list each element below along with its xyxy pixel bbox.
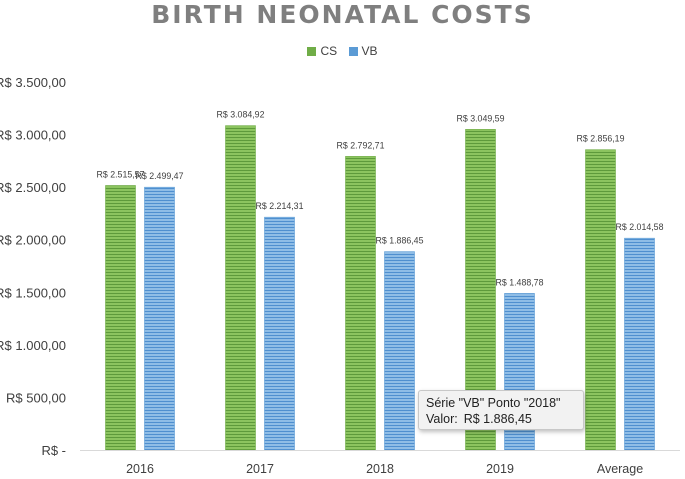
tooltip-value-row: Valor: R$ 1.886,45 [426, 411, 583, 427]
legend-item-vb[interactable]: VB [348, 44, 378, 58]
y-tick-label: R$ 500,00 [6, 390, 66, 405]
tooltip-value: R$ 1.886,45 [463, 412, 532, 426]
data-label: R$ 3.084,92 [217, 110, 265, 120]
bars: R$ 2.515,57R$ 2.499,47 R$ 3.084,92 R$ 2.21… [97, 110, 664, 451]
y-tick-label: R$ 3.000,00 [0, 128, 66, 143]
chart-legend: CS VB [0, 44, 685, 59]
y-tick-label: R$ - [41, 443, 66, 458]
y-tick-label: R$ 2.500,00 [0, 180, 66, 195]
legend-item-cs[interactable]: CS [307, 44, 337, 58]
x-tick-label: 2016 [126, 462, 154, 476]
data-label: R$ 2.856,19 [577, 134, 625, 144]
y-axis: R$ - R$ 500,00 R$ 1.000,00 R$ 1.500,00 R$ 2.… [0, 75, 66, 458]
legend-label-vb: VB [361, 44, 378, 58]
data-label: R$ 2.515,57 [97, 170, 145, 180]
data-label: R$ 2.014,58 [616, 222, 664, 232]
x-tick-label: Average [597, 462, 643, 476]
x-tick-label: 2019 [486, 462, 514, 476]
data-label: R$ 2.792,71 [337, 140, 385, 150]
data-label: R$ 1.488,78 [496, 277, 544, 287]
bar-vb-average[interactable] [624, 237, 655, 451]
data-label: R$ 2.214,31 [256, 201, 304, 211]
x-tick-label: 2018 [366, 462, 394, 476]
legend-swatch-vb [348, 46, 358, 56]
x-tick-label: 2017 [246, 462, 274, 476]
bar-cs-2018[interactable] [345, 156, 376, 451]
tooltip-value-label: Valor: [426, 412, 458, 426]
bar-vb-2016[interactable] [144, 186, 175, 451]
y-tick-label: R$ 1.500,00 [0, 285, 66, 300]
legend-swatch-cs [307, 46, 317, 56]
y-tick-label: R$ 3.500,00 [0, 75, 66, 90]
x-axis: 2016 2017 2018 2019 Average [80, 450, 680, 476]
y-tick-label: R$ 1.000,00 [0, 338, 66, 353]
legend-label-cs: CS [320, 44, 338, 58]
data-label: R$ 3.049,59 [457, 113, 505, 123]
bar-cs-average[interactable] [585, 149, 616, 451]
bar-cs-2017[interactable] [225, 125, 256, 451]
chart-title: BIRTH NEONATAL COSTS [151, 0, 534, 29]
data-label: R$ 2.499,47 [136, 171, 184, 181]
bar-vb-2018[interactable] [384, 251, 415, 451]
data-label: R$ 1.886,45 [376, 236, 424, 246]
bar-cs-2016[interactable] [105, 185, 136, 451]
bar-vb-2017[interactable] [264, 216, 295, 451]
y-tick-label: R$ 2.000,00 [0, 233, 66, 248]
tooltip-series-point: Série "VB" Ponto "2018" [426, 396, 561, 410]
data-point-tooltip: Série "VB" Ponto "2018" Valor: R$ 1.886,4… [418, 390, 584, 430]
